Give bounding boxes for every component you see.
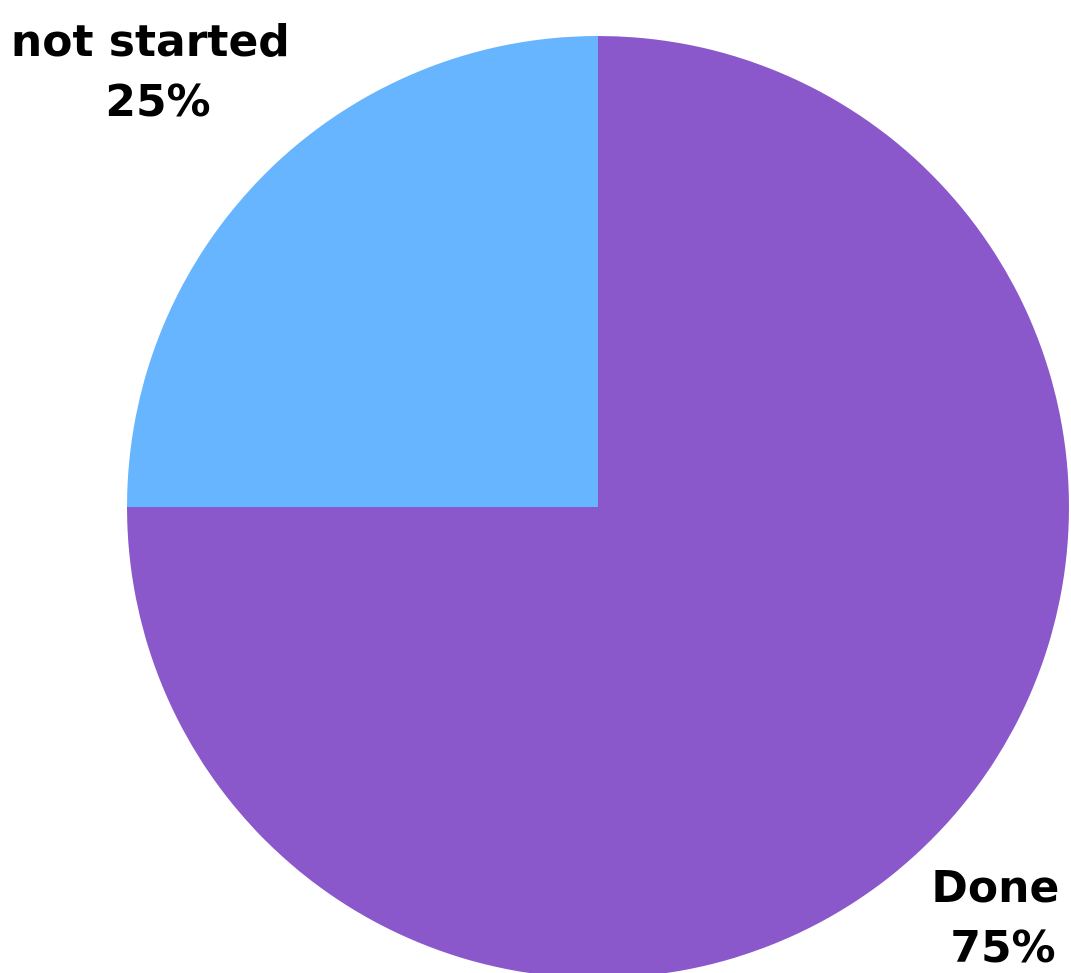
slice-percent-not-started: 25% bbox=[105, 76, 210, 127]
pie-slice-not-started bbox=[127, 36, 598, 507]
slice-name-done: Done bbox=[931, 862, 1059, 913]
slice-percent-done: 75% bbox=[950, 922, 1055, 973]
pie-slices bbox=[127, 36, 1069, 973]
slice-name-not-started: not started bbox=[11, 16, 290, 67]
label-done: Done 75% bbox=[931, 862, 1071, 973]
label-not-started: not started 25% bbox=[11, 16, 305, 127]
